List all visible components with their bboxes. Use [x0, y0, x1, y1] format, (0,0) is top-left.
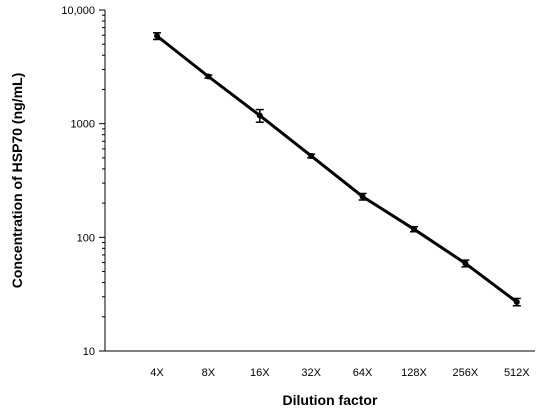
- x-axis-title: Dilution factor: [283, 392, 378, 408]
- data-point: [154, 33, 160, 40]
- y-tick-label: 100: [77, 232, 95, 244]
- data-point: [359, 193, 366, 200]
- x-tick-label: 256X: [453, 367, 479, 379]
- data-points: [154, 33, 520, 305]
- series-line: [155, 34, 519, 304]
- y-tick-label: 10: [83, 346, 95, 358]
- data-point: [205, 73, 212, 80]
- data-point: [411, 226, 417, 233]
- x-tick-label: 16X: [250, 367, 270, 379]
- x-tick-label: 8X: [202, 367, 216, 379]
- x-tick-label: 512X: [504, 367, 530, 379]
- x-tick-label: 4X: [150, 367, 164, 379]
- data-point: [256, 112, 263, 119]
- data-point: [513, 298, 520, 305]
- y-axis-title: Concentration of HSP70 (ng/mL): [9, 73, 25, 288]
- y-ticks: 10 100 1000 10,000: [61, 5, 105, 358]
- data-point: [308, 152, 315, 159]
- data-point: [462, 260, 469, 267]
- x-tick-label: 128X: [401, 367, 427, 379]
- axes: [104, 10, 535, 352]
- y-tick-label: 1000: [71, 119, 95, 131]
- x-tick-label: 64X: [353, 367, 373, 379]
- x-ticks: 4X 8X 16X 32X 64X 128X 256X 512X: [150, 367, 530, 379]
- x-tick-label: 32X: [301, 367, 321, 379]
- y-tick-label: 10,000: [61, 5, 95, 17]
